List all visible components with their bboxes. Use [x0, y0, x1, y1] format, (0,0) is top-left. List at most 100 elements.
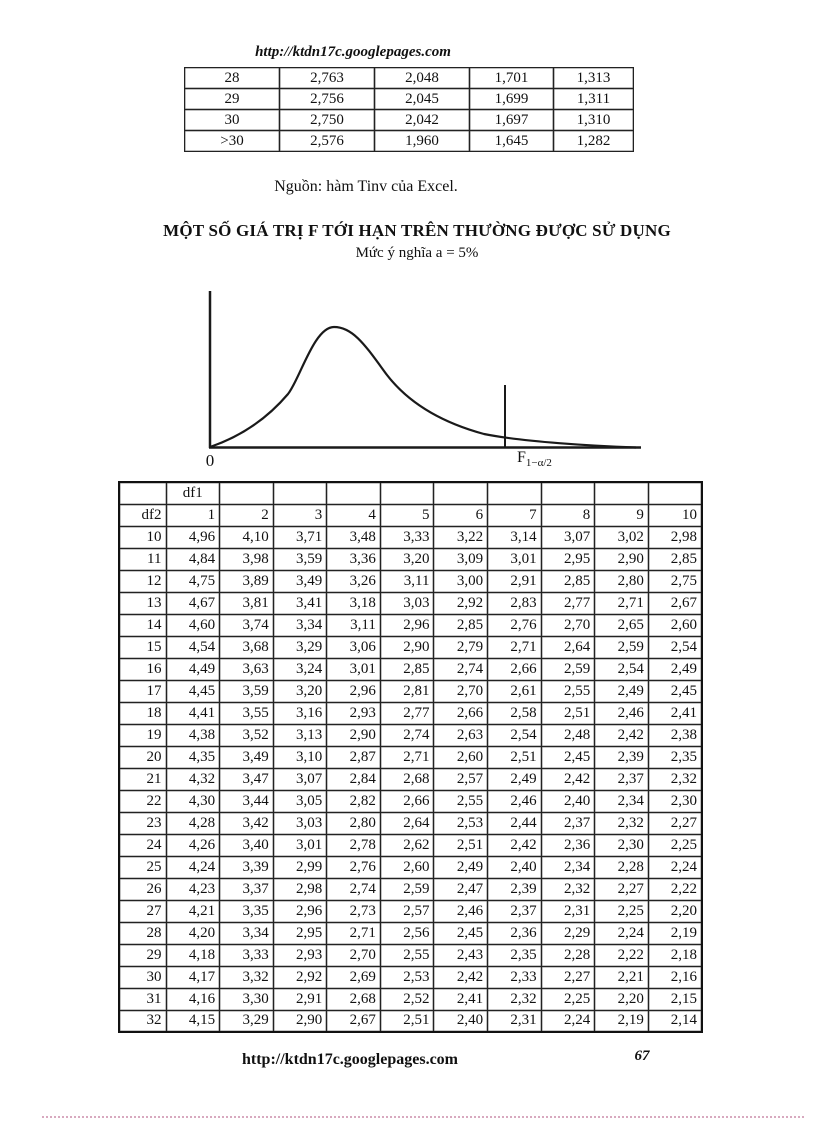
- critical-label-subscript: 1−α/2: [525, 457, 552, 470]
- table-cell: 4,18: [165, 943, 221, 967]
- table-cell: [647, 481, 703, 505]
- table-cell: 2,65: [594, 613, 649, 637]
- table-cell: 3,59: [272, 547, 328, 571]
- table-cell: 4,60: [165, 613, 221, 637]
- table-cell: 2,82: [326, 789, 381, 813]
- table-cell: 2,95: [540, 547, 596, 571]
- table-cell: 2,32: [594, 811, 649, 835]
- table-row: 26 4,23 3,37 2,98 2,74 2,59 2,47 2,39 2,32 2,27 2,…: [118, 877, 703, 901]
- table-cell: 2,81: [379, 679, 435, 703]
- table-cell: 3,29: [272, 635, 328, 659]
- table-cell: 2,34: [594, 789, 649, 813]
- table-cell: 2,27: [647, 811, 703, 835]
- page-number: 67: [634, 1048, 650, 1064]
- table-row: df1: [118, 481, 703, 505]
- table-cell: 4,45: [165, 679, 221, 703]
- table-cell: 4,84: [165, 547, 221, 571]
- table-cell: 2,70: [326, 943, 381, 967]
- table-cell: 3,68: [219, 635, 274, 659]
- table-cell: 2,98: [647, 525, 703, 549]
- table-cell: 4,38: [165, 723, 221, 747]
- table-cell: 2,39: [487, 877, 542, 901]
- table-cell: 2,74: [379, 723, 435, 747]
- table-cell: 2,42: [540, 767, 596, 791]
- table-cell: 2,66: [487, 657, 542, 681]
- table-cell: 1,313: [553, 67, 634, 89]
- table-row: 11 4,84 3,98 3,59 3,36 3,20 3,09 3,01 2,95 2,90 2,…: [118, 547, 703, 571]
- table-cell: 3,10: [272, 745, 328, 769]
- table-cell: 2,36: [487, 921, 542, 945]
- table-cell: 3,89: [219, 569, 274, 593]
- table-cell: 2,47: [433, 877, 489, 901]
- table-cell: 3: [272, 503, 328, 527]
- table-cell: 2,20: [647, 899, 703, 923]
- table-cell: 2,96: [379, 613, 435, 637]
- table-cell: 2,87: [326, 745, 381, 769]
- table-cell: 4,96: [165, 525, 221, 549]
- table-cell: 9: [594, 503, 649, 527]
- table-cell: 10: [647, 503, 703, 527]
- page-subtitle: Mức ý nghĩa a = 5%: [355, 245, 479, 261]
- table-cell: [487, 481, 542, 505]
- table-cell: df2: [118, 503, 167, 527]
- table-cell: 3,63: [219, 657, 274, 681]
- table-cell: 23: [118, 811, 167, 835]
- table-cell: 2,25: [540, 987, 596, 1011]
- table-row: 30 4,17 3,32 2,92 2,69 2,53 2,42 2,33 2,27 2,21 2,…: [118, 965, 703, 989]
- table-cell: 3,44: [219, 789, 274, 813]
- table-cell: 4,21: [165, 899, 221, 923]
- table-cell: 2,045: [374, 88, 470, 110]
- table-cell: 3,06: [326, 635, 381, 659]
- table-cell: 15: [118, 635, 167, 659]
- table-cell: 2,57: [379, 899, 435, 923]
- table-cell: 2,30: [594, 833, 649, 857]
- table-cell: 2,51: [433, 833, 489, 857]
- table-cell: 2,28: [594, 855, 649, 879]
- table-cell: 2,40: [433, 1009, 489, 1033]
- table-cell: 2,76: [487, 613, 542, 637]
- table-row: 15 4,54 3,68 3,29 3,06 2,90 2,79 2,71 2,64 2,59 2,…: [118, 635, 703, 659]
- table-cell: 2,93: [272, 943, 328, 967]
- table-cell: 2,49: [594, 679, 649, 703]
- table-cell: 2,51: [540, 701, 596, 725]
- table-cell: 2,51: [379, 1009, 435, 1033]
- table-cell: 2,80: [326, 811, 381, 835]
- table-cell: 3,02: [594, 525, 649, 549]
- table-cell: [219, 481, 274, 505]
- table-cell: 2,59: [540, 657, 596, 681]
- table-cell: 2,40: [487, 855, 542, 879]
- table-cell: 2,60: [647, 613, 703, 637]
- table-cell: >30: [184, 130, 280, 152]
- table-cell: [326, 481, 381, 505]
- table-cell: 2,55: [540, 679, 596, 703]
- table-cell: [433, 481, 489, 505]
- table-cell: 3,74: [219, 613, 274, 637]
- table-cell: 3,16: [272, 701, 328, 725]
- table-cell: 3,24: [272, 657, 328, 681]
- table-cell: 1,311: [553, 88, 634, 110]
- table-cell: 2,27: [594, 877, 649, 901]
- table-row: 22 4,30 3,44 3,05 2,82 2,66 2,55 2,46 2,40 2,34 2,…: [118, 789, 703, 813]
- table-cell: 27: [118, 899, 167, 923]
- table-cell: 4,23: [165, 877, 221, 901]
- table-row: 18 4,41 3,55 3,16 2,93 2,77 2,66 2,58 2,51 2,46 2,…: [118, 701, 703, 725]
- table-cell: 2,24: [540, 1009, 596, 1033]
- table-cell: 2,58: [487, 701, 542, 725]
- table-cell: 2,39: [594, 745, 649, 769]
- table-cell: 2,60: [433, 745, 489, 769]
- table-cell: 2,38: [647, 723, 703, 747]
- table-cell: 4,20: [165, 921, 221, 945]
- table-cell: 3,39: [219, 855, 274, 879]
- table-cell: 3,37: [219, 877, 274, 901]
- table-cell: 1,282: [553, 130, 634, 152]
- table-cell: 3,30: [219, 987, 274, 1011]
- table-row: >30 2,576 1,960 1,645 1,282: [184, 130, 634, 152]
- table-cell: 2,66: [379, 789, 435, 813]
- table-cell: 2,43: [433, 943, 489, 967]
- table-cell: 2,63: [433, 723, 489, 747]
- table-row: 28 4,20 3,34 2,95 2,71 2,56 2,45 2,36 2,29 2,24 2,…: [118, 921, 703, 945]
- table-cell: 2,64: [379, 811, 435, 835]
- table-cell: 4,24: [165, 855, 221, 879]
- table-cell: df1: [165, 481, 221, 505]
